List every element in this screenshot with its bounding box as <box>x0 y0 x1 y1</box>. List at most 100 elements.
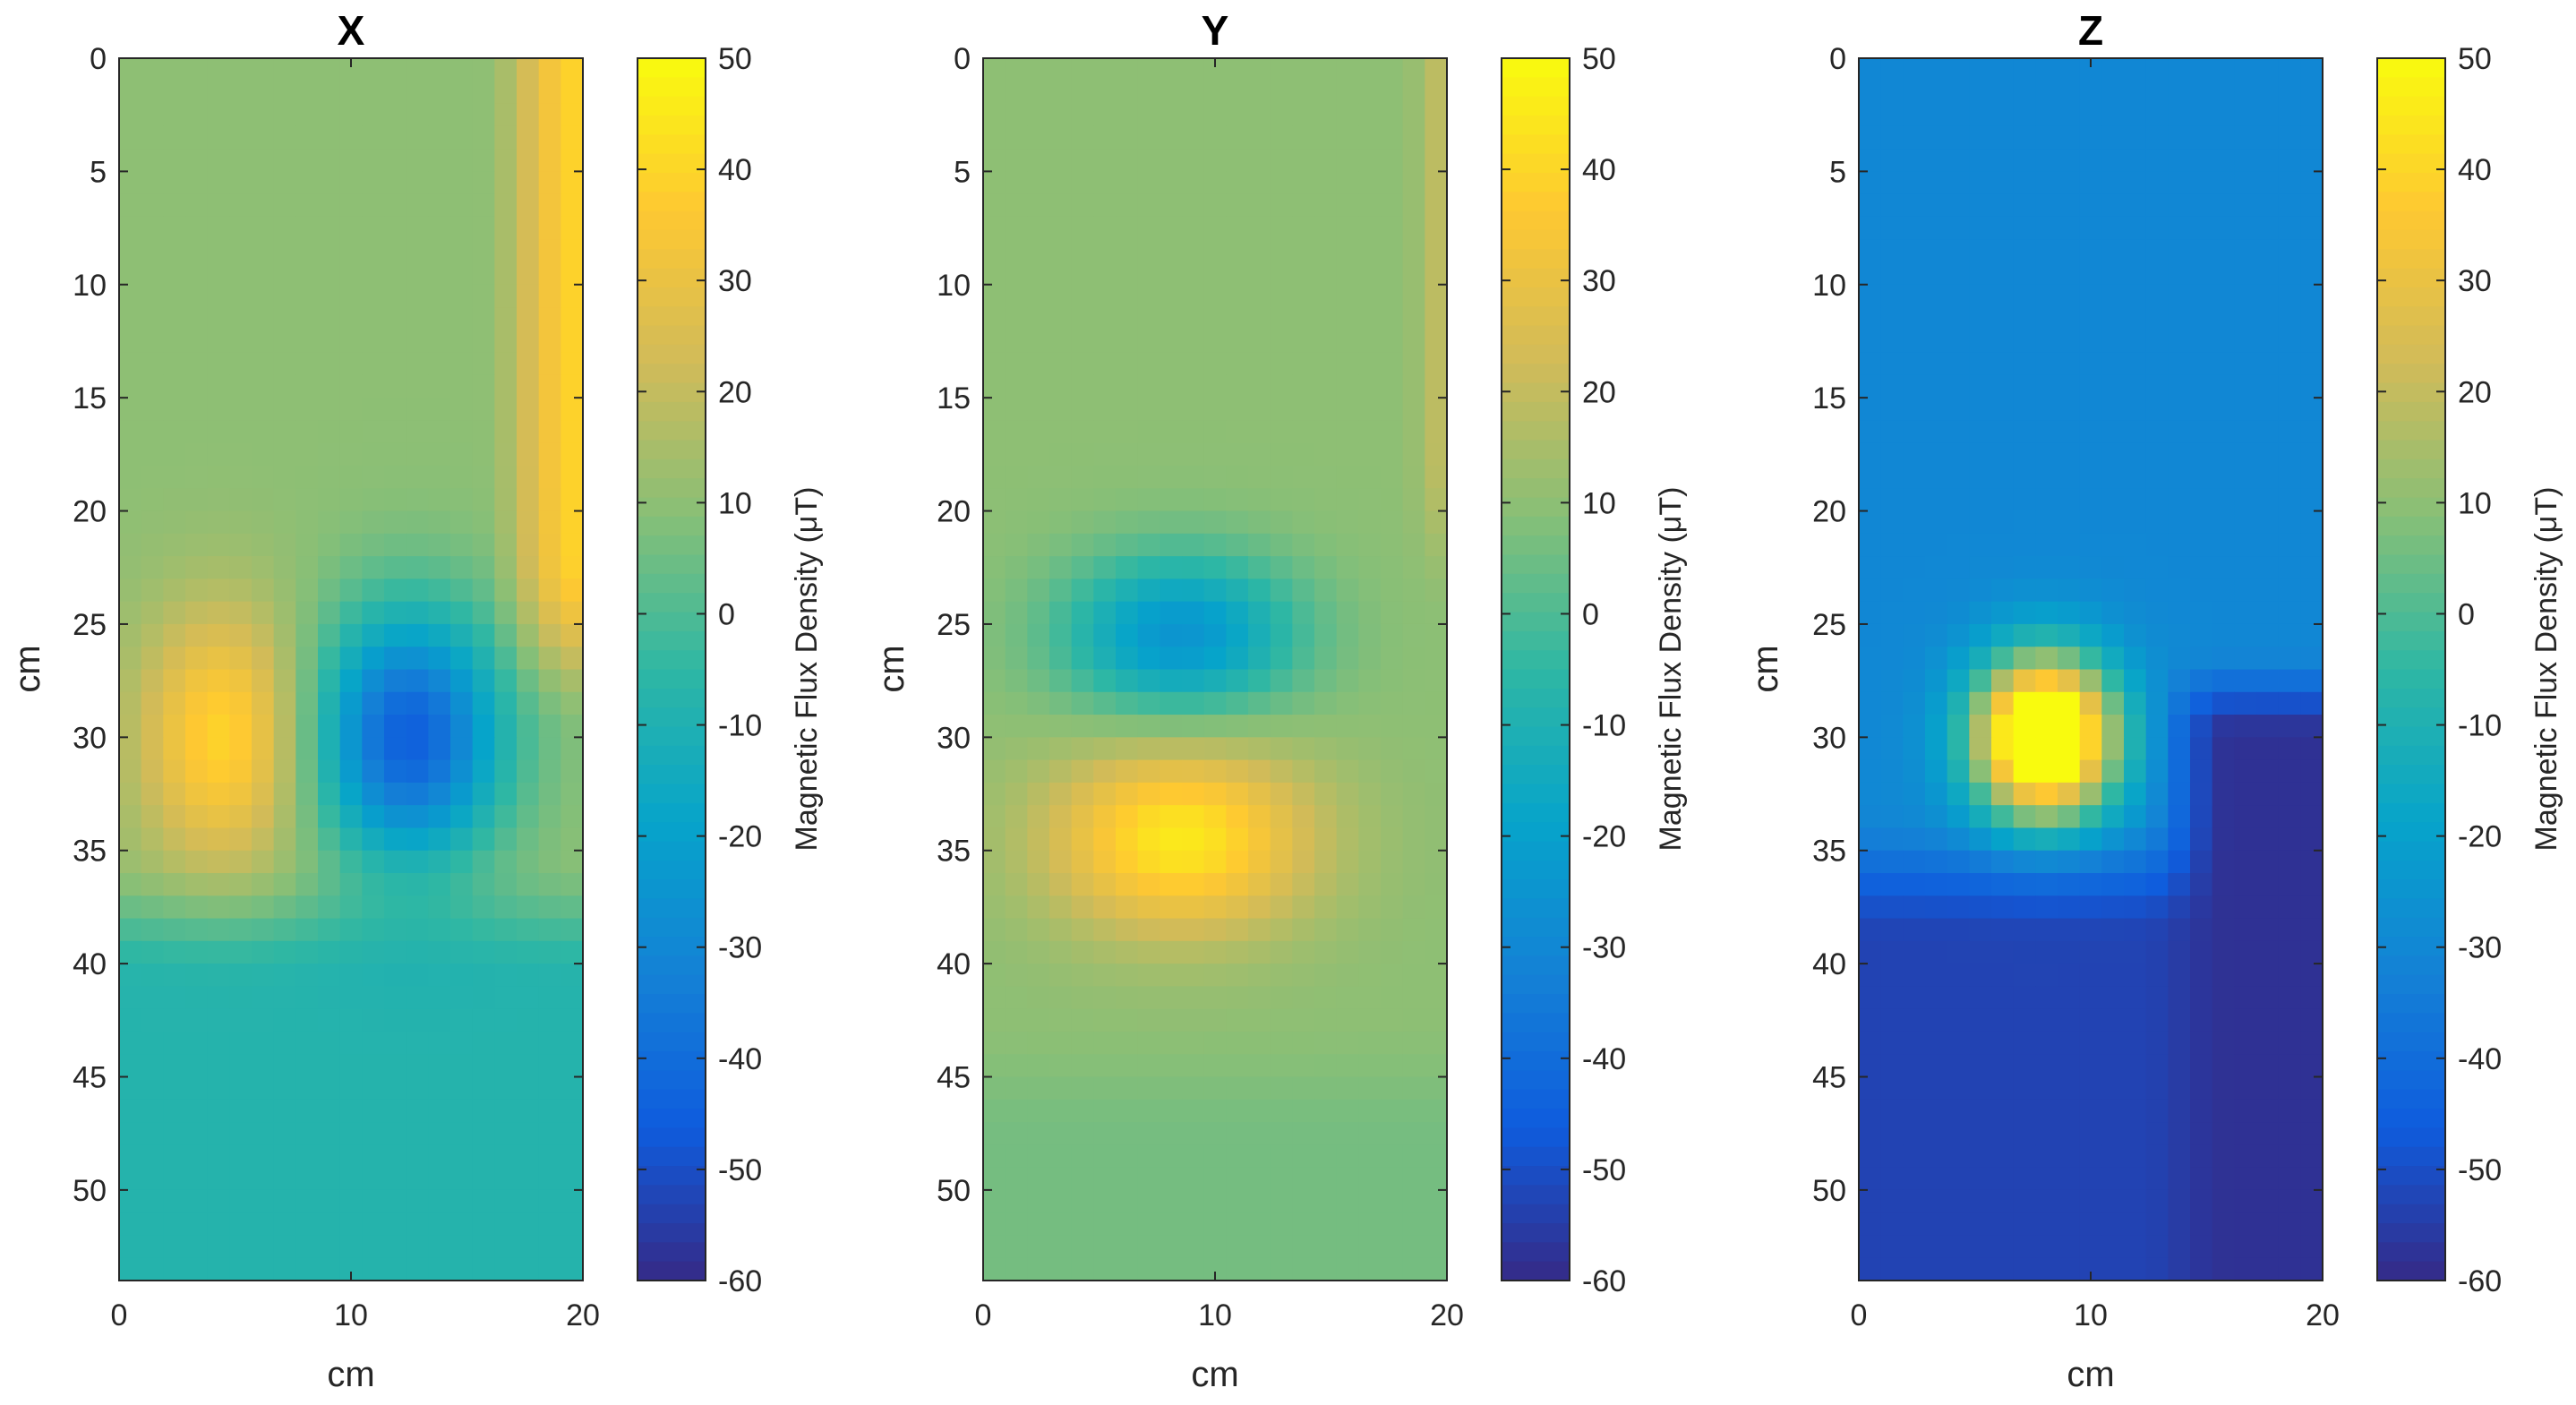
heatmap-cell <box>1049 488 1073 512</box>
heatmap-cell <box>141 940 164 964</box>
heatmap-cell <box>1203 1031 1227 1055</box>
heatmap-cell <box>1903 940 1926 964</box>
heatmap-cell <box>406 759 429 784</box>
y-tick-label: 25 <box>937 608 971 642</box>
heatmap-cell <box>2079 1008 2102 1032</box>
heatmap-cell <box>2145 398 2169 422</box>
heatmap-cell <box>2013 918 2036 942</box>
heatmap-cell <box>1314 1054 1338 1078</box>
heatmap-cell <box>2234 171 2257 195</box>
heatmap-cell <box>450 1076 474 1101</box>
heatmap-cell <box>1336 556 1359 579</box>
heatmap-cell <box>1160 193 1183 218</box>
heatmap-cell <box>362 850 385 874</box>
heatmap-cell <box>428 940 451 964</box>
colorbar-band <box>2377 210 2445 231</box>
heatmap-cell <box>185 81 209 105</box>
colorbar-frame <box>637 57 706 1281</box>
heatmap-cell <box>273 578 296 603</box>
heatmap-cell <box>163 1212 186 1237</box>
heatmap-cell <box>1116 623 1139 647</box>
heatmap-cell <box>384 940 407 964</box>
heatmap-cell <box>2278 352 2301 376</box>
heatmap-cell <box>384 1122 407 1145</box>
heatmap-cell <box>2145 1122 2169 1145</box>
heatmap-cell <box>1425 216 1448 240</box>
heatmap-cell <box>2212 1235 2235 1259</box>
heatmap-cell <box>1381 398 1404 422</box>
colorbar-band <box>1502 287 1570 307</box>
heatmap-cell <box>1381 1031 1404 1055</box>
heatmap-cell <box>252 895 275 920</box>
heatmap-cell <box>1859 1189 1882 1213</box>
heatmap-cell <box>1116 284 1139 308</box>
heatmap-cell <box>472 488 495 512</box>
heatmap-cell <box>2234 601 2257 625</box>
heatmap-cell <box>295 782 319 806</box>
heatmap-cell <box>362 216 385 240</box>
heatmap-cell <box>1005 466 1028 489</box>
heatmap-cell <box>1991 691 2015 715</box>
heatmap-cell <box>1248 623 1271 647</box>
heatmap-cell <box>207 805 230 829</box>
heatmap-cell <box>295 986 319 1010</box>
y-tick-label: 10 <box>73 269 107 303</box>
heatmap-cell <box>1358 307 1382 330</box>
heatmap-cell <box>517 1189 540 1213</box>
heatmap-cell <box>1402 873 1425 896</box>
heatmap-cell <box>2035 715 2058 738</box>
heatmap-cell <box>1071 647 1094 671</box>
heatmap-cell <box>141 1122 164 1145</box>
heatmap-cell <box>2145 691 2169 715</box>
heatmap-cell <box>1226 261 1249 286</box>
heatmap-cell <box>1160 239 1183 263</box>
heatmap-cell <box>384 647 407 671</box>
heatmap-cell <box>983 533 1006 557</box>
heatmap-cell <box>1049 261 1073 286</box>
heatmap-cell <box>2256 125 2280 150</box>
heatmap-cell <box>229 284 252 308</box>
heatmap-cell <box>1925 1235 1948 1259</box>
heatmap-cell <box>384 171 407 195</box>
heatmap-cell <box>1292 374 1315 398</box>
heatmap-cell <box>252 533 275 557</box>
heatmap-cell <box>1358 1099 1382 1123</box>
heatmap-cell <box>1402 1099 1425 1123</box>
heatmap-cell <box>1203 827 1227 852</box>
heatmap-cell <box>2124 623 2147 647</box>
heatmap-cell <box>2190 691 2213 715</box>
heatmap-cell <box>1292 1144 1315 1169</box>
heatmap-cell <box>1248 986 1271 1010</box>
heatmap-cell <box>2212 1008 2235 1032</box>
heatmap-cell <box>1381 691 1404 715</box>
heatmap-cell <box>1270 556 1293 579</box>
heatmap-cell <box>538 1144 561 1169</box>
heatmap-cell <box>1859 1212 1882 1237</box>
heatmap-cell <box>2168 1099 2191 1123</box>
heatmap-cell <box>1226 623 1249 647</box>
heatmap-cell <box>2101 466 2125 489</box>
heatmap-cell <box>1270 216 1293 240</box>
heatmap-cell <box>2013 827 2036 852</box>
heatmap-cell <box>2058 873 2081 896</box>
heatmap-cell <box>2234 578 2257 603</box>
heatmap-cell <box>119 1212 142 1237</box>
heatmap-cell <box>1925 1189 1948 1213</box>
heatmap-cell <box>1248 307 1271 330</box>
heatmap-cell <box>1969 510 1992 535</box>
heatmap-cell <box>1425 149 1448 172</box>
heatmap-cell <box>1314 352 1338 376</box>
heatmap-cell <box>384 737 407 761</box>
heatmap-cell <box>229 1008 252 1032</box>
heatmap-cell <box>1425 691 1448 715</box>
colorbar-band <box>1502 440 1570 460</box>
colorbar-band <box>638 955 706 976</box>
heatmap-cell <box>339 827 363 852</box>
heatmap-cell <box>163 647 186 671</box>
heatmap-cell <box>1425 442 1448 467</box>
heatmap-cell <box>2234 986 2257 1010</box>
heatmap-cell <box>2234 1076 2257 1101</box>
heatmap-cell <box>1925 239 1948 263</box>
x-tick-label: 20 <box>1430 1298 1464 1332</box>
